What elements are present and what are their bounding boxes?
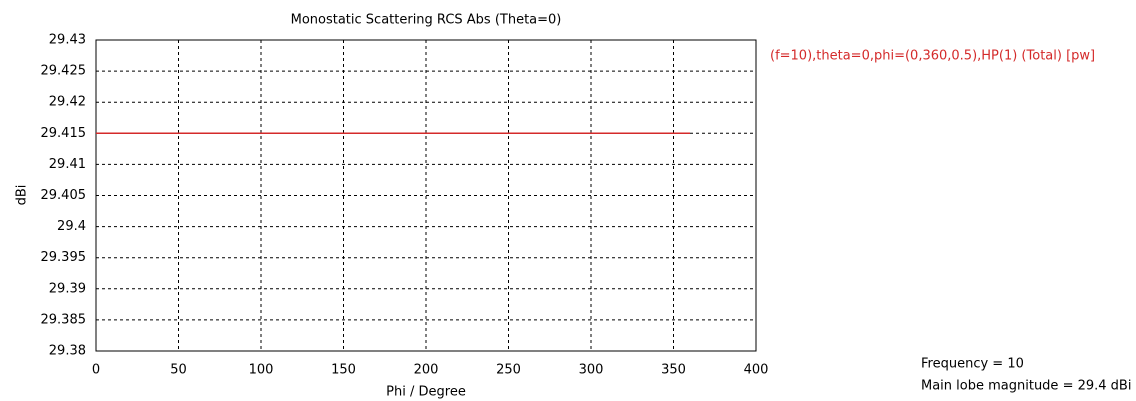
y-tick-label: 29.38	[49, 344, 86, 359]
y-tick-label: 29.41	[49, 157, 86, 172]
x-tick-label: 400	[744, 363, 769, 378]
x-tick-label: 250	[496, 363, 521, 378]
plot-frame	[95, 39, 757, 352]
y-tick-label: 29.425	[41, 64, 87, 79]
y-tick-label: 29.385	[41, 312, 87, 327]
x-tick-label: 0	[92, 363, 100, 378]
y-tick-label: 29.395	[41, 250, 87, 265]
x-tick-label: 350	[661, 363, 686, 378]
x-tick-label: 50	[170, 363, 187, 378]
y-tick-label: 29.415	[41, 126, 87, 141]
y-tick-label: 29.39	[49, 281, 86, 296]
y-tick-label: 29.405	[41, 188, 87, 203]
y-tick-label: 29.42	[49, 95, 86, 110]
y-tick-label: 29.43	[49, 33, 86, 48]
x-tick-label: 150	[331, 363, 356, 378]
x-tick-label: 300	[579, 363, 604, 378]
y-axis-label: dBi	[15, 185, 30, 206]
x-axis-label: Phi / Degree	[386, 385, 466, 400]
x-tick-label: 200	[414, 363, 439, 378]
chart-title: Monostatic Scattering RCS Abs (Theta=0)	[291, 13, 562, 28]
annotation: Main lobe magnitude = 29.4 dBi	[921, 379, 1131, 394]
annotation: Frequency = 10	[921, 357, 1024, 372]
legend-entry: (f=10),theta=0,phi=(0,360,0.5),HP(1) (To…	[770, 49, 1095, 64]
y-tick-label: 29.4	[57, 219, 86, 234]
x-tick-label: 100	[249, 363, 274, 378]
